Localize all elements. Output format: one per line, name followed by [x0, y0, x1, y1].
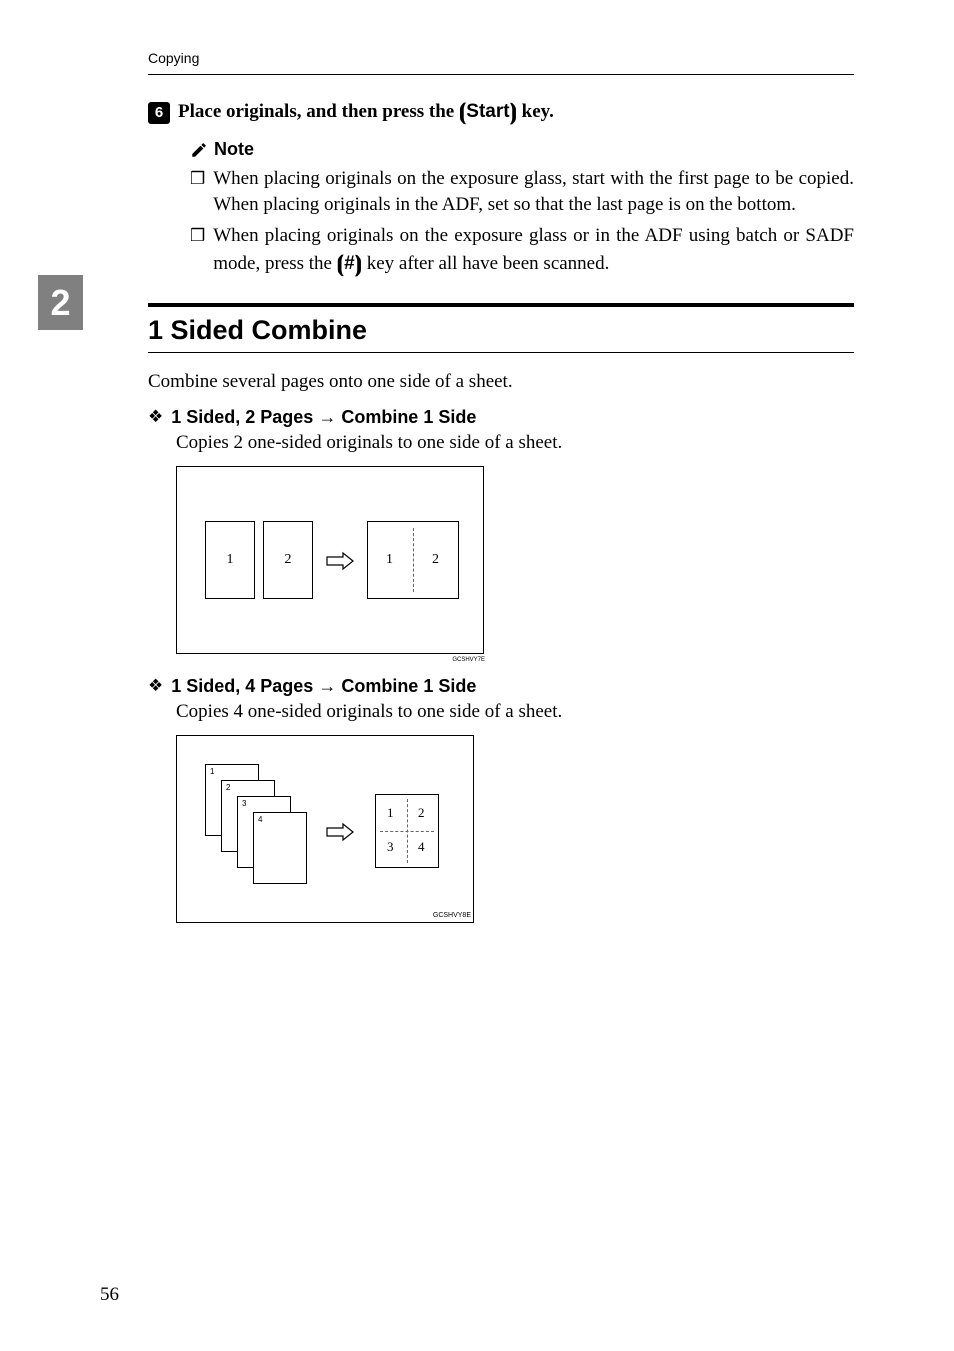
diagram2-code: GCSHVY8E: [433, 912, 471, 919]
right-bracket-icon: ⦘: [510, 99, 517, 124]
note-label: Note: [214, 139, 254, 160]
arrow-right-icon: [325, 822, 355, 842]
left-bracket-icon: ⦗: [337, 251, 344, 276]
subhead-2-text: 1 Sided, 4 Pages → Combine 1 Side: [171, 676, 476, 697]
arrow-right-icon: [325, 551, 355, 571]
d2-out-3: 3: [387, 839, 394, 855]
d2-n1: 1: [210, 767, 214, 776]
note-text-2-b: key after all have been scanned.: [362, 253, 609, 274]
hash-key-label: #: [344, 253, 355, 274]
diagram2-output: 1 2 3 4: [375, 794, 439, 868]
header-label: Copying: [148, 50, 199, 66]
step-6: 6 Place originals, and then press the ⦗S…: [148, 99, 854, 125]
note-item-2: ❒ When placing originals on the exposure…: [190, 223, 854, 278]
pencil-icon: [190, 141, 208, 159]
step-number-badge: 6: [148, 102, 170, 124]
d2-out-1: 1: [387, 805, 394, 821]
bullet-icon: ❒: [190, 225, 205, 278]
page-number: 56: [100, 1284, 119, 1306]
diagram2-page-4: 4: [253, 812, 307, 884]
diagram1-page-2: 2: [263, 521, 313, 599]
diagram1-code: GCSHVY7E: [452, 657, 485, 663]
diagram1-page-1: 1: [205, 521, 255, 599]
section-header: 1 Sided Combine: [148, 303, 854, 353]
subhead-2: ❖ 1 Sided, 4 Pages → Combine 1 Side: [148, 676, 854, 697]
d2-n3: 3: [242, 799, 246, 808]
note-item-1: ❒ When placing originals on the exposure…: [190, 166, 854, 217]
note-block: Note ❒ When placing originals on the exp…: [190, 139, 854, 279]
note-header: Note: [190, 139, 854, 160]
subhead-1-text: 1 Sided, 2 Pages → Combine 1 Side: [171, 407, 476, 428]
bullet-icon: ❒: [190, 168, 205, 217]
subbody-1: Copies 2 one-sided originals to one side…: [176, 432, 854, 454]
diagram1-out-1: 1: [386, 552, 393, 568]
subhead-1: ❖ 1 Sided, 2 Pages → Combine 1 Side: [148, 407, 854, 428]
section-intro: Combine several pages onto one side of a…: [148, 371, 854, 393]
d2-out-2: 2: [418, 805, 425, 821]
diamond-icon: ❖: [148, 676, 163, 696]
note-text-2: When placing originals on the exposure g…: [213, 223, 854, 278]
subbody-2: Copies 4 one-sided originals to one side…: [176, 701, 854, 723]
d2-out-4: 4: [418, 839, 425, 855]
section-title: 1 Sided Combine: [148, 315, 854, 346]
diagram1-divider: [413, 528, 414, 592]
page-header: Copying: [148, 50, 854, 75]
step-text: Place originals, and then press the ⦗Sta…: [178, 99, 554, 125]
diagram-1: 1 2 1 2 GCSHVY7E: [176, 466, 484, 654]
start-key-label: Start: [466, 101, 509, 122]
diagram1-output: 1 2: [367, 521, 459, 599]
step-text-after: key.: [517, 101, 554, 122]
diagram2-vdivider: [407, 799, 408, 863]
right-bracket-icon: ⦘: [355, 251, 362, 276]
step-text-before: Place originals, and then press the: [178, 101, 459, 122]
diagram-2: 1 2 3 4 1 2 3 4 GCSHVY8E: [176, 735, 474, 923]
d2-n2: 2: [226, 783, 230, 792]
note-text-1: When placing originals on the exposure g…: [213, 166, 854, 217]
diagram1-out-2: 2: [432, 552, 439, 568]
diamond-icon: ❖: [148, 407, 163, 427]
d2-n4: 4: [258, 815, 262, 824]
